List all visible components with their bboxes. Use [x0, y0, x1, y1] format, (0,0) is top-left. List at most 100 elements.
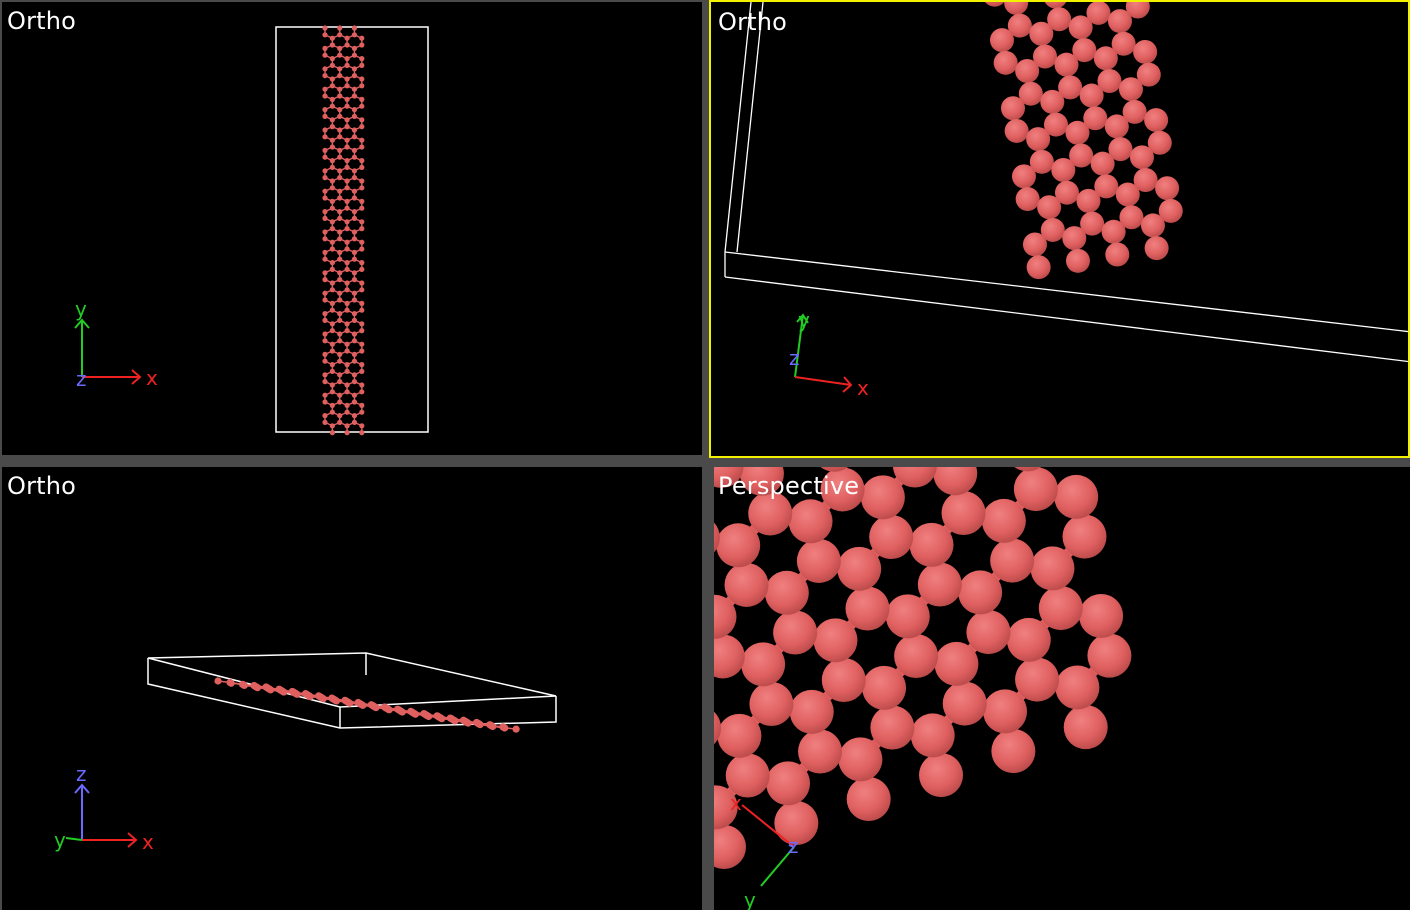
- atom[interactable]: [351, 52, 358, 58]
- atom[interactable]: [344, 266, 350, 272]
- atom[interactable]: [322, 399, 328, 405]
- atom[interactable]: [359, 103, 365, 109]
- atom[interactable]: [322, 317, 328, 323]
- atom[interactable]: [798, 729, 843, 774]
- atom[interactable]: [909, 522, 954, 567]
- atom[interactable]: [1136, 62, 1161, 87]
- atom[interactable]: [1013, 467, 1058, 512]
- atom[interactable]: [885, 594, 930, 639]
- atom[interactable]: [337, 331, 343, 337]
- atom[interactable]: [359, 321, 365, 327]
- atom[interactable]: [344, 321, 350, 327]
- atom[interactable]: [322, 73, 328, 79]
- atom[interactable]: [714, 467, 744, 488]
- atom[interactable]: [1107, 9, 1132, 34]
- atom[interactable]: [1054, 474, 1099, 519]
- atom[interactable]: [1047, 7, 1072, 32]
- atom[interactable]: [322, 127, 328, 133]
- atom[interactable]: [1040, 217, 1065, 242]
- atom[interactable]: [337, 317, 343, 323]
- atom[interactable]: [990, 538, 1035, 583]
- atom[interactable]: [1040, 89, 1065, 114]
- atom[interactable]: [359, 362, 365, 368]
- atom[interactable]: [351, 338, 358, 344]
- atom[interactable]: [1004, 118, 1029, 143]
- atom[interactable]: [329, 76, 335, 82]
- atom[interactable]: [862, 665, 907, 710]
- atom[interactable]: [1011, 164, 1036, 189]
- atom[interactable]: [337, 134, 343, 140]
- atom[interactable]: [322, 66, 328, 72]
- atom[interactable]: [714, 706, 722, 750]
- atom[interactable]: [359, 239, 365, 245]
- atom[interactable]: [1111, 31, 1136, 56]
- atom[interactable]: [344, 76, 350, 82]
- atom[interactable]: [359, 83, 365, 89]
- atom[interactable]: [359, 205, 365, 211]
- atom[interactable]: [764, 570, 809, 615]
- atom[interactable]: [329, 83, 335, 89]
- atom[interactable]: [351, 168, 358, 174]
- atom[interactable]: [1029, 149, 1054, 174]
- atom[interactable]: [329, 368, 335, 374]
- atom[interactable]: [512, 725, 520, 733]
- atom[interactable]: [344, 205, 350, 211]
- atom[interactable]: [351, 73, 358, 79]
- atom[interactable]: [238, 680, 247, 688]
- atom[interactable]: [322, 32, 328, 38]
- atom[interactable]: [351, 331, 358, 337]
- atom[interactable]: [1090, 151, 1115, 176]
- atom[interactable]: [359, 382, 365, 388]
- atom[interactable]: [351, 392, 358, 398]
- atom[interactable]: [869, 515, 914, 560]
- atom[interactable]: [351, 229, 358, 235]
- atom[interactable]: [337, 249, 343, 255]
- atom[interactable]: [351, 147, 358, 153]
- atom[interactable]: [1062, 226, 1087, 251]
- atom[interactable]: [329, 348, 335, 354]
- atom[interactable]: [1080, 211, 1105, 236]
- atom[interactable]: [329, 341, 335, 347]
- atom[interactable]: [337, 168, 343, 174]
- atom[interactable]: [322, 52, 328, 58]
- atom[interactable]: [359, 198, 365, 204]
- atom[interactable]: [263, 684, 271, 692]
- atom[interactable]: [774, 801, 819, 846]
- atom[interactable]: [344, 198, 350, 204]
- atom[interactable]: [434, 712, 442, 721]
- atom[interactable]: [329, 137, 335, 143]
- atom[interactable]: [344, 430, 350, 436]
- atom[interactable]: [322, 413, 328, 419]
- atom[interactable]: [344, 423, 350, 429]
- atom[interactable]: [329, 56, 335, 62]
- atom[interactable]: [766, 761, 811, 806]
- atom[interactable]: [910, 713, 955, 758]
- atom[interactable]: [351, 32, 358, 38]
- atom[interactable]: [1104, 114, 1129, 139]
- atom[interactable]: [487, 721, 495, 730]
- atom[interactable]: [351, 297, 358, 303]
- atom[interactable]: [344, 35, 350, 41]
- atom[interactable]: [942, 681, 987, 726]
- atom[interactable]: [344, 260, 350, 266]
- atom[interactable]: [344, 185, 350, 191]
- atom[interactable]: [748, 491, 793, 536]
- atom[interactable]: [329, 117, 335, 123]
- atom[interactable]: [1063, 705, 1108, 750]
- viewport-perspective[interactable]: Perspective x y z: [714, 467, 1410, 910]
- atom[interactable]: [344, 300, 350, 306]
- atom[interactable]: [344, 382, 350, 388]
- atom[interactable]: [322, 215, 328, 221]
- atom[interactable]: [1032, 44, 1057, 69]
- atom[interactable]: [337, 297, 343, 303]
- atom[interactable]: [329, 389, 335, 395]
- atom[interactable]: [344, 178, 350, 184]
- atom[interactable]: [714, 785, 738, 830]
- atom[interactable]: [329, 300, 335, 306]
- atom[interactable]: [1144, 236, 1169, 261]
- atom[interactable]: [337, 107, 343, 113]
- atom[interactable]: [359, 62, 365, 68]
- atom[interactable]: [344, 348, 350, 354]
- atom[interactable]: [892, 467, 937, 488]
- atom[interactable]: [322, 311, 328, 317]
